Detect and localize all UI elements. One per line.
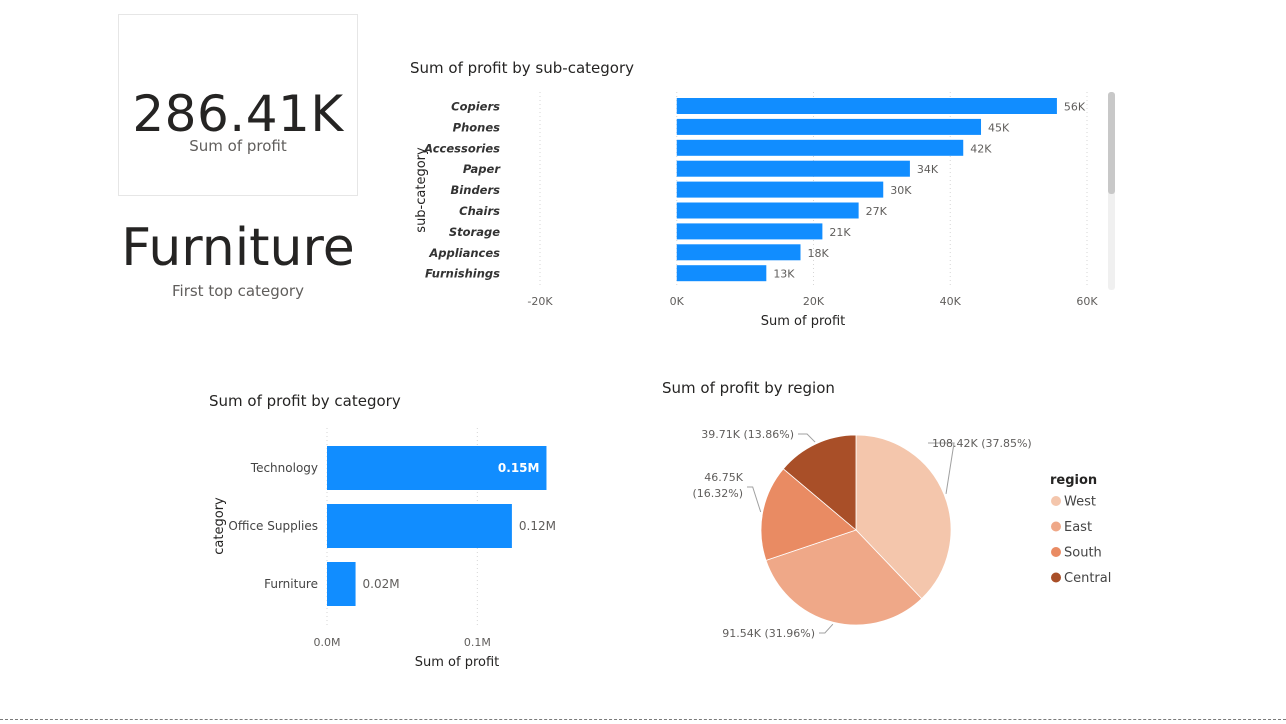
subcategory-label: Copiers xyxy=(451,100,500,114)
category-data-label: 0.02M xyxy=(363,577,400,591)
subcategory-label: Paper xyxy=(463,162,501,176)
legend-marker xyxy=(1051,496,1061,506)
category-data-label: 0.12M xyxy=(519,519,556,533)
page-footer-divider xyxy=(0,719,1286,720)
region-data-label: 46.75K xyxy=(704,471,743,484)
category-label: Office Supplies xyxy=(228,519,318,533)
region-data-label: 108.42K (37.85%) xyxy=(932,437,1032,450)
subcategory-bar[interactable] xyxy=(677,161,910,177)
legend-marker xyxy=(1051,573,1061,583)
category-x-tick: 0.0M xyxy=(314,636,341,649)
subcategory-data-label: 27K xyxy=(866,205,888,218)
legend-label: West xyxy=(1064,495,1096,510)
legend-marker xyxy=(1051,547,1061,557)
subcategory-label: Storage xyxy=(449,225,500,239)
subcategory-bar[interactable] xyxy=(677,203,859,219)
region-leader-line xyxy=(819,624,833,633)
legend-label: East xyxy=(1064,520,1092,535)
subcategory-data-label: 45K xyxy=(988,121,1010,134)
subcategory-label: Chairs xyxy=(459,204,500,218)
legend-label: South xyxy=(1064,546,1102,561)
subcategory-x-tick: 20K xyxy=(803,295,825,308)
subcategory-data-label: 21K xyxy=(829,226,851,239)
subcategory-x-tick: 40K xyxy=(940,295,962,308)
region-data-label-pct: (16.32%) xyxy=(692,487,743,500)
subcategory-label: Furnishings xyxy=(425,267,500,281)
legend-item-central[interactable]: Central xyxy=(1051,571,1111,586)
subcategory-label: Appliances xyxy=(428,246,500,260)
subcategory-bar[interactable] xyxy=(677,244,801,260)
subcategory-bar[interactable] xyxy=(677,119,981,135)
subcategory-data-label: 42K xyxy=(970,142,992,155)
subcategory-data-label: 30K xyxy=(890,184,912,197)
subcategory-bar[interactable] xyxy=(677,265,767,281)
subcategory-data-label: 56K xyxy=(1064,101,1086,114)
subcategory-scrollbar-thumb[interactable] xyxy=(1108,92,1115,194)
legend-item-east[interactable]: East xyxy=(1051,520,1092,535)
region-data-label: 39.71K (13.86%) xyxy=(701,428,794,441)
subcategory-x-tick: 60K xyxy=(1076,295,1098,308)
legend-item-west[interactable]: West xyxy=(1051,495,1096,510)
subcategory-label: Accessories xyxy=(423,141,500,155)
category-bars: 0.15M 0.12M 0.02M xyxy=(327,446,556,606)
subcategory-label: Phones xyxy=(453,120,501,134)
category-label: Furniture xyxy=(264,577,318,591)
category-x-tick: 0.1M xyxy=(464,636,491,649)
category-label: Technology xyxy=(250,461,318,475)
legend-label: Central xyxy=(1064,571,1111,586)
region-leader-line xyxy=(747,487,761,512)
subcategory-bar[interactable] xyxy=(677,182,883,198)
region-leader-line xyxy=(798,434,815,442)
category-y-axis-title: category xyxy=(212,497,227,555)
subcategory-axis-labels: Copiers Phones Accessories Paper Binders Chai… xyxy=(423,100,501,281)
subcategory-bar[interactable] xyxy=(677,140,963,156)
category-x-axis-title: Sum of profit xyxy=(415,655,500,670)
region-legend: West East South Central xyxy=(1051,495,1111,587)
subcategory-x-tick: 0K xyxy=(670,295,685,308)
category-axis-labels: Technology Office Supplies Furniture xyxy=(228,461,318,591)
region-legend-title: region xyxy=(1050,473,1097,488)
subcategory-data-label: 34K xyxy=(917,163,939,176)
region-pie xyxy=(761,435,951,625)
legend-item-south[interactable]: South xyxy=(1051,546,1102,561)
category-bar[interactable] xyxy=(327,504,512,548)
subcategory-tick-labels: -20K 0K 20K 40K 60K xyxy=(527,295,1098,308)
subcategory-data-label: 13K xyxy=(773,268,795,281)
region-data-label: 91.54K (31.96%) xyxy=(722,627,815,640)
subcategory-y-axis-title: sub-category xyxy=(414,147,429,233)
subcategory-x-tick: -20K xyxy=(527,295,553,308)
category-data-label: 0.15M xyxy=(498,461,540,475)
legend-marker xyxy=(1051,522,1061,532)
subcategory-x-axis-title: Sum of profit xyxy=(761,314,846,329)
category-tick-labels: 0.0M 0.1M xyxy=(314,636,491,649)
category-bar[interactable] xyxy=(327,562,356,606)
subcategory-bar[interactable] xyxy=(677,223,823,239)
subcategory-data-label: 18K xyxy=(808,247,830,260)
subcategory-bar[interactable] xyxy=(677,98,1057,114)
subcategory-label: Binders xyxy=(451,183,501,197)
